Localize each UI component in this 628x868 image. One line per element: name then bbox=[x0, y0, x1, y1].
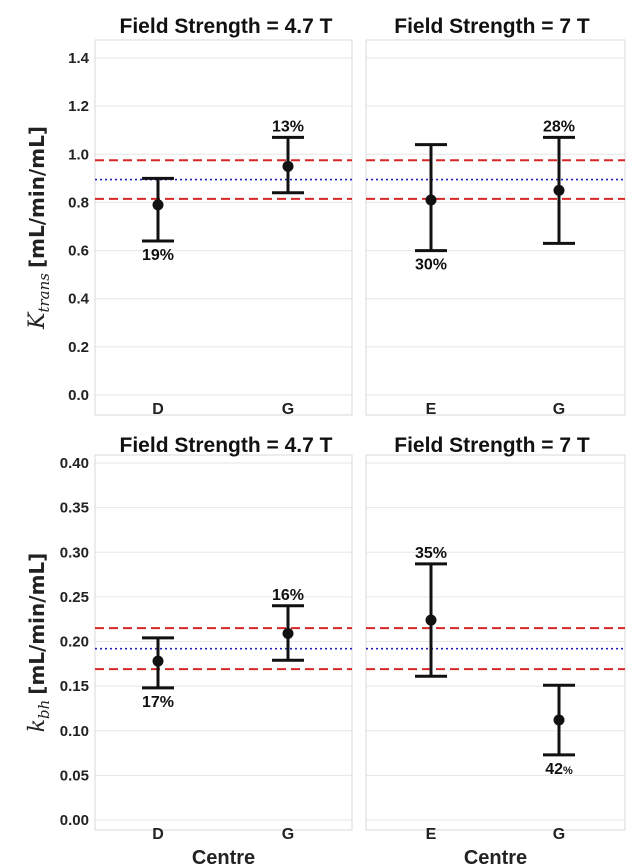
data-point bbox=[282, 627, 294, 639]
x-tick-label: G bbox=[553, 401, 565, 418]
panel-title: Field Strength = 4.7 T bbox=[120, 15, 333, 38]
y-tick-label: 1.4 bbox=[68, 50, 90, 67]
x-tick-label: D bbox=[152, 401, 164, 418]
x-tick-label: E bbox=[426, 401, 437, 418]
panel-4: E G 35% 42% Field Strength = 7 T Centre bbox=[365, 434, 626, 868]
y-tick-label: 1.0 bbox=[68, 146, 89, 163]
data-point bbox=[425, 194, 437, 206]
y-tick-label: 0.4 bbox=[68, 291, 90, 308]
y-axis-unit: [mL/min/mL] bbox=[25, 553, 49, 695]
y-tick-label: 0.35 bbox=[60, 500, 89, 517]
panel-1: 0.0 0.2 0.4 0.6 0.8 1.0 1.2 1.4 D G 19% 13% Field St… bbox=[25, 15, 353, 418]
data-point bbox=[152, 655, 164, 667]
x-tick-label: G bbox=[282, 826, 294, 843]
data-point bbox=[553, 714, 565, 726]
panel-title: Field Strength = 4.7 T bbox=[120, 434, 333, 457]
cv-label-suffix: % bbox=[563, 765, 573, 777]
errorbar-D: 17% bbox=[142, 636, 174, 711]
errorbar-G: 16% bbox=[272, 587, 304, 662]
y-tick-label: 0.40 bbox=[60, 455, 89, 472]
errorbar-G: 28% bbox=[543, 118, 575, 245]
panel-3: 0.00 0.05 0.10 0.15 0.20 0.25 0.30 0.35 0.40 D G 17… bbox=[25, 434, 353, 868]
y-tick-label: 0.30 bbox=[60, 544, 89, 561]
errorbar-E: 35% bbox=[415, 545, 447, 678]
x-tick-label: E bbox=[426, 826, 437, 843]
y-tick-label: 0.25 bbox=[60, 589, 89, 606]
panel-frame bbox=[94, 39, 353, 416]
y-tick-label: 0.6 bbox=[68, 243, 89, 260]
y-tick-label: 0.10 bbox=[60, 723, 89, 740]
y-axis-unit: [mL/min/mL] bbox=[25, 126, 49, 268]
panel-frame bbox=[94, 454, 353, 831]
y-tick-label: 0.2 bbox=[68, 339, 89, 356]
y-axis-symbol: k bbox=[25, 719, 50, 732]
panel-frame bbox=[365, 39, 626, 416]
y-axis-subscript: bh bbox=[35, 700, 53, 719]
y-tick-label: 0.0 bbox=[68, 387, 89, 404]
y-axis-label: Ktrans [mL/min/mL] bbox=[25, 126, 53, 330]
errorbar-G: 13% bbox=[272, 118, 304, 195]
panel-title: Field Strength = 7 T bbox=[394, 15, 590, 38]
y-tick-label: 0.05 bbox=[60, 767, 89, 784]
cv-label: 35% bbox=[415, 545, 447, 562]
x-axis-label: Centre bbox=[464, 847, 527, 868]
y-tick-label: 0.00 bbox=[60, 812, 89, 829]
data-point bbox=[282, 160, 294, 172]
data-point bbox=[553, 184, 565, 196]
panel-title: Field Strength = 7 T bbox=[394, 434, 590, 457]
errorbar-D: 19% bbox=[142, 176, 174, 264]
y-axis-subscript: trans bbox=[35, 273, 53, 313]
cv-label: 17% bbox=[142, 694, 174, 711]
data-point bbox=[425, 614, 437, 626]
cv-label: 30% bbox=[415, 257, 447, 274]
panel-2: E G 30% 28% Field Strength = 7 T bbox=[365, 15, 626, 418]
cv-label: 13% bbox=[272, 118, 304, 135]
y-tick-label: 0.20 bbox=[60, 634, 89, 651]
cv-label: 28% bbox=[543, 118, 575, 135]
x-tick-label: G bbox=[282, 401, 294, 418]
y-axis-label: kbh [mL/min/mL] bbox=[25, 553, 53, 733]
cv-label: 42% bbox=[545, 761, 573, 778]
y-tick-label: 0.8 bbox=[68, 194, 89, 211]
panel-frame bbox=[365, 454, 626, 831]
y-axis-symbol: K bbox=[25, 311, 50, 330]
x-tick-label: G bbox=[553, 826, 565, 843]
errorbar-E: 30% bbox=[415, 143, 447, 274]
cv-label: 19% bbox=[142, 247, 174, 264]
errorbar-G: 42% bbox=[543, 683, 575, 778]
y-tick-label: 0.15 bbox=[60, 678, 89, 695]
y-tick-label: 1.2 bbox=[68, 98, 89, 115]
x-tick-label: D bbox=[152, 826, 164, 843]
data-point bbox=[152, 199, 164, 211]
x-axis-label: Centre bbox=[192, 847, 255, 868]
cv-label: 16% bbox=[272, 587, 304, 604]
